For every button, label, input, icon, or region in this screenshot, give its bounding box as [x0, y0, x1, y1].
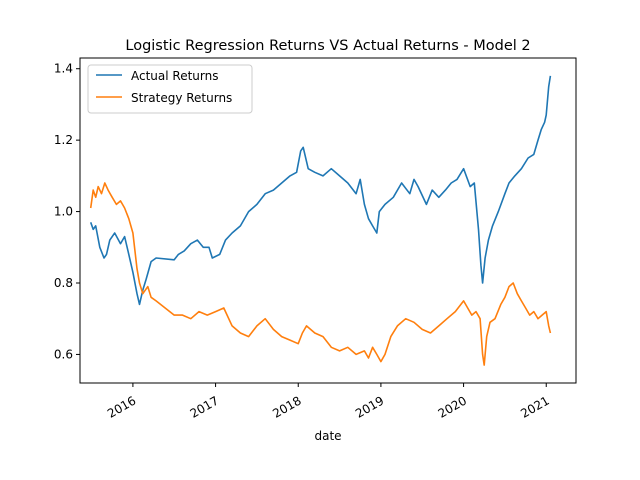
legend: Actual Returns Strategy Returns	[87, 64, 253, 114]
series-lines	[89, 75, 552, 366]
plot-frame	[79, 57, 577, 384]
series-line-actual-returns	[89, 75, 552, 306]
chart-title: Logistic Regression Returns VS Actual Re…	[125, 38, 530, 54]
y-tick-label: 0.6	[54, 347, 73, 361]
y-tick-label: 1.0	[54, 205, 73, 219]
legend-box	[87, 64, 253, 114]
legend-label-strategy: Strategy Returns	[131, 91, 232, 105]
y-axis: 0.6 0.8 1.0 1.2 1.4	[54, 62, 80, 361]
y-tick-label: 1.2	[54, 133, 73, 147]
legend-label-actual: Actual Returns	[131, 69, 218, 83]
x-axis-label: date	[314, 429, 341, 443]
y-tick-label: 0.8	[54, 276, 73, 290]
series-line-strategy-returns	[89, 182, 552, 366]
y-tick-label: 1.4	[54, 62, 73, 76]
